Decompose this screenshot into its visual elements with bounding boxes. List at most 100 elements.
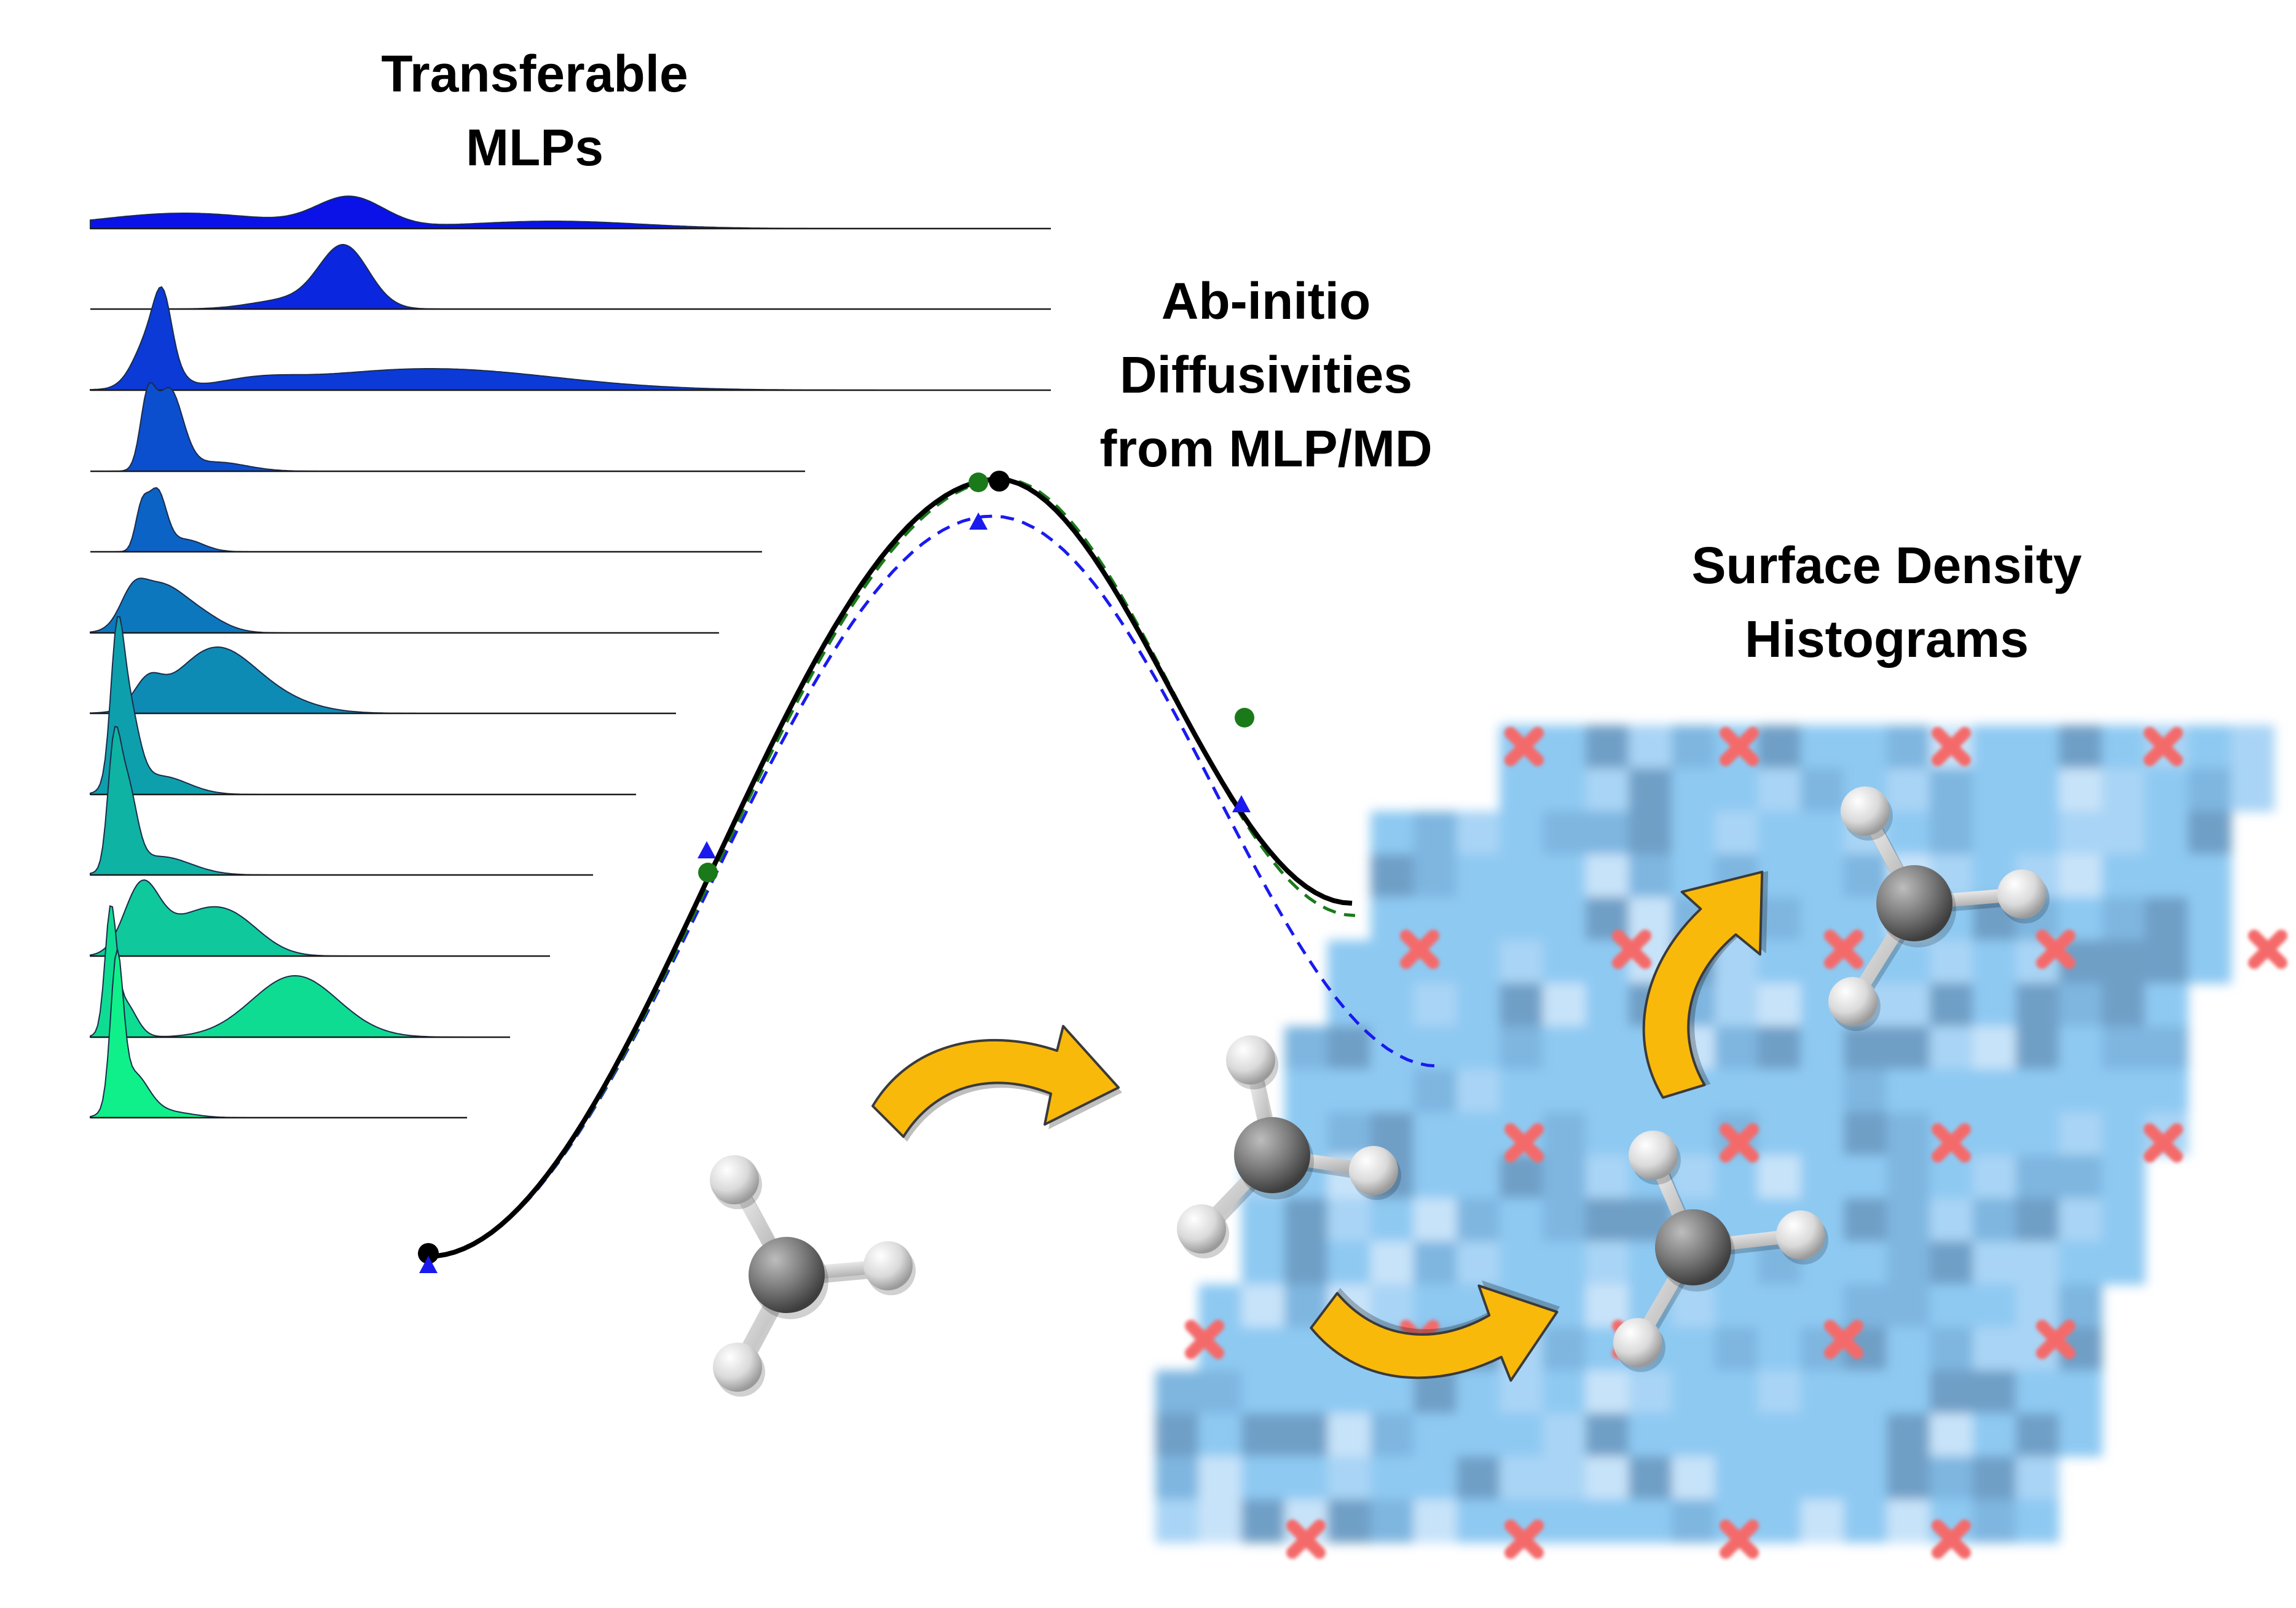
histogram-cell (1672, 811, 1715, 855)
histogram-cell (1586, 768, 1629, 812)
histogram-cell (2102, 1155, 2145, 1199)
histogram-cell (1672, 1284, 1715, 1328)
ridge-density (90, 243, 1051, 310)
histogram-cell (1198, 1499, 1242, 1543)
histogram-cell (1500, 897, 1543, 941)
title-line: Histograms (1744, 610, 2029, 668)
curve-point-green (969, 473, 988, 492)
histogram-cell (1241, 1327, 1285, 1371)
histogram-cell (1457, 1198, 1500, 1242)
histogram-cell (1586, 854, 1629, 898)
ridge-row (90, 646, 676, 715)
ridge-density (90, 726, 593, 876)
histogram-cell (1543, 940, 1586, 984)
histogram-cell (2059, 1413, 2102, 1457)
histogram-cell (1500, 1241, 1543, 1285)
histogram-cell (1457, 1112, 1500, 1156)
histogram-cell (1672, 1413, 1715, 1457)
histogram-cell (1758, 725, 1801, 769)
site-markers (1185, 727, 2287, 1559)
histogram-cell (1887, 725, 1930, 769)
histogram-cell (2102, 983, 2145, 1027)
histogram-cell (1586, 1026, 1629, 1070)
histogram-cell (1887, 1499, 1930, 1543)
histogram-cell (2145, 854, 2188, 898)
histogram-cell (1457, 854, 1500, 898)
x-mark-icon (1400, 930, 1439, 969)
ridge-row (90, 487, 762, 553)
histogram-cell (1241, 1370, 1285, 1414)
histogram-cell (1327, 1069, 1371, 1113)
histogram-cell (1457, 811, 1500, 855)
x-mark-icon (1932, 727, 1971, 766)
arrow-body (871, 1025, 1120, 1138)
histogram-cell (1758, 1499, 1801, 1543)
hydrogen-atom (1613, 1318, 1662, 1367)
histogram-cell (1758, 940, 1801, 984)
histogram-cell (1284, 1198, 1328, 1242)
histogram-cell (1758, 1069, 1801, 1113)
histogram-cell (1887, 1456, 1930, 1500)
histogram-cell (1715, 1069, 1758, 1113)
curve-point-triangle (969, 512, 988, 530)
histogram-cell (1973, 1069, 2016, 1113)
histogram-cell (2102, 1112, 2145, 1156)
histogram-cell (1844, 1370, 1887, 1414)
x-mark-stroke (2036, 1320, 2075, 1359)
histogram-cell (1801, 854, 1844, 898)
histogram-cell (1543, 983, 1586, 1027)
histogram-cells (1155, 725, 2274, 1543)
hydrogen-atom (1226, 1035, 1275, 1084)
histogram-cell (1801, 768, 1844, 812)
x-mark-stroke (2144, 727, 2183, 766)
hydrogen-atom (1997, 869, 2046, 919)
histogram-cell (1930, 1284, 1973, 1328)
histogram-cell (1413, 1112, 1457, 1156)
histogram-cell (1801, 1456, 1844, 1500)
x-mark-stroke (1720, 1123, 1759, 1163)
hydrogen-atom (1828, 977, 1877, 1026)
histogram-cell (1413, 1413, 1457, 1457)
hydrogen-atom (713, 1343, 762, 1392)
histogram-cell (2059, 768, 2102, 812)
histogram-cell (1973, 983, 2016, 1027)
x-mark-icon (2144, 1123, 2183, 1163)
histogram-cell (1930, 983, 1973, 1027)
histogram-cell (1715, 811, 1758, 855)
x-mark-icon (1824, 1320, 1863, 1359)
ridge-density (90, 879, 550, 957)
histogram-cell (2102, 768, 2145, 812)
histogram-cell (1413, 1456, 1457, 1500)
histogram-cell (1543, 1370, 1586, 1414)
histogram-cell (2102, 897, 2145, 941)
histogram-cell (1715, 1026, 1758, 1070)
histogram-cell (1457, 1456, 1500, 1500)
histogram-cell (2145, 983, 2188, 1027)
histogram-cell (2016, 1155, 2059, 1199)
histogram-cell (1801, 811, 1844, 855)
histogram-cell (1973, 1370, 2016, 1414)
histogram-cell (1973, 1499, 2016, 1543)
title-line: Transferable (381, 45, 688, 103)
curve-green-dashed (427, 477, 1356, 1258)
x-mark-stroke (1720, 727, 1759, 766)
histogram-cell (2016, 725, 2059, 769)
histogram-cell (1586, 983, 1629, 1027)
histogram-cell (2102, 940, 2145, 984)
histogram-cell (1370, 811, 1414, 855)
histogram-cell (1413, 1499, 1457, 1543)
histogram-cell (1370, 1499, 1414, 1543)
histogram-cell (1413, 1026, 1457, 1070)
histogram-cell (1241, 1284, 1285, 1328)
ridge-row (90, 726, 593, 876)
histogram-cell (1241, 1198, 1285, 1242)
x-mark-icon (1286, 1520, 1326, 1559)
x-mark-stroke (1720, 1520, 1759, 1559)
histogram-cell (1801, 1284, 1844, 1328)
histogram-cell (2102, 1069, 2145, 1113)
histogram-cell (1543, 725, 1586, 769)
histogram-cell (1672, 1499, 1715, 1543)
hydrogen-atom (1776, 1210, 1825, 1260)
histogram-cell (2016, 1069, 2059, 1113)
histogram-cell (1844, 1112, 1887, 1156)
